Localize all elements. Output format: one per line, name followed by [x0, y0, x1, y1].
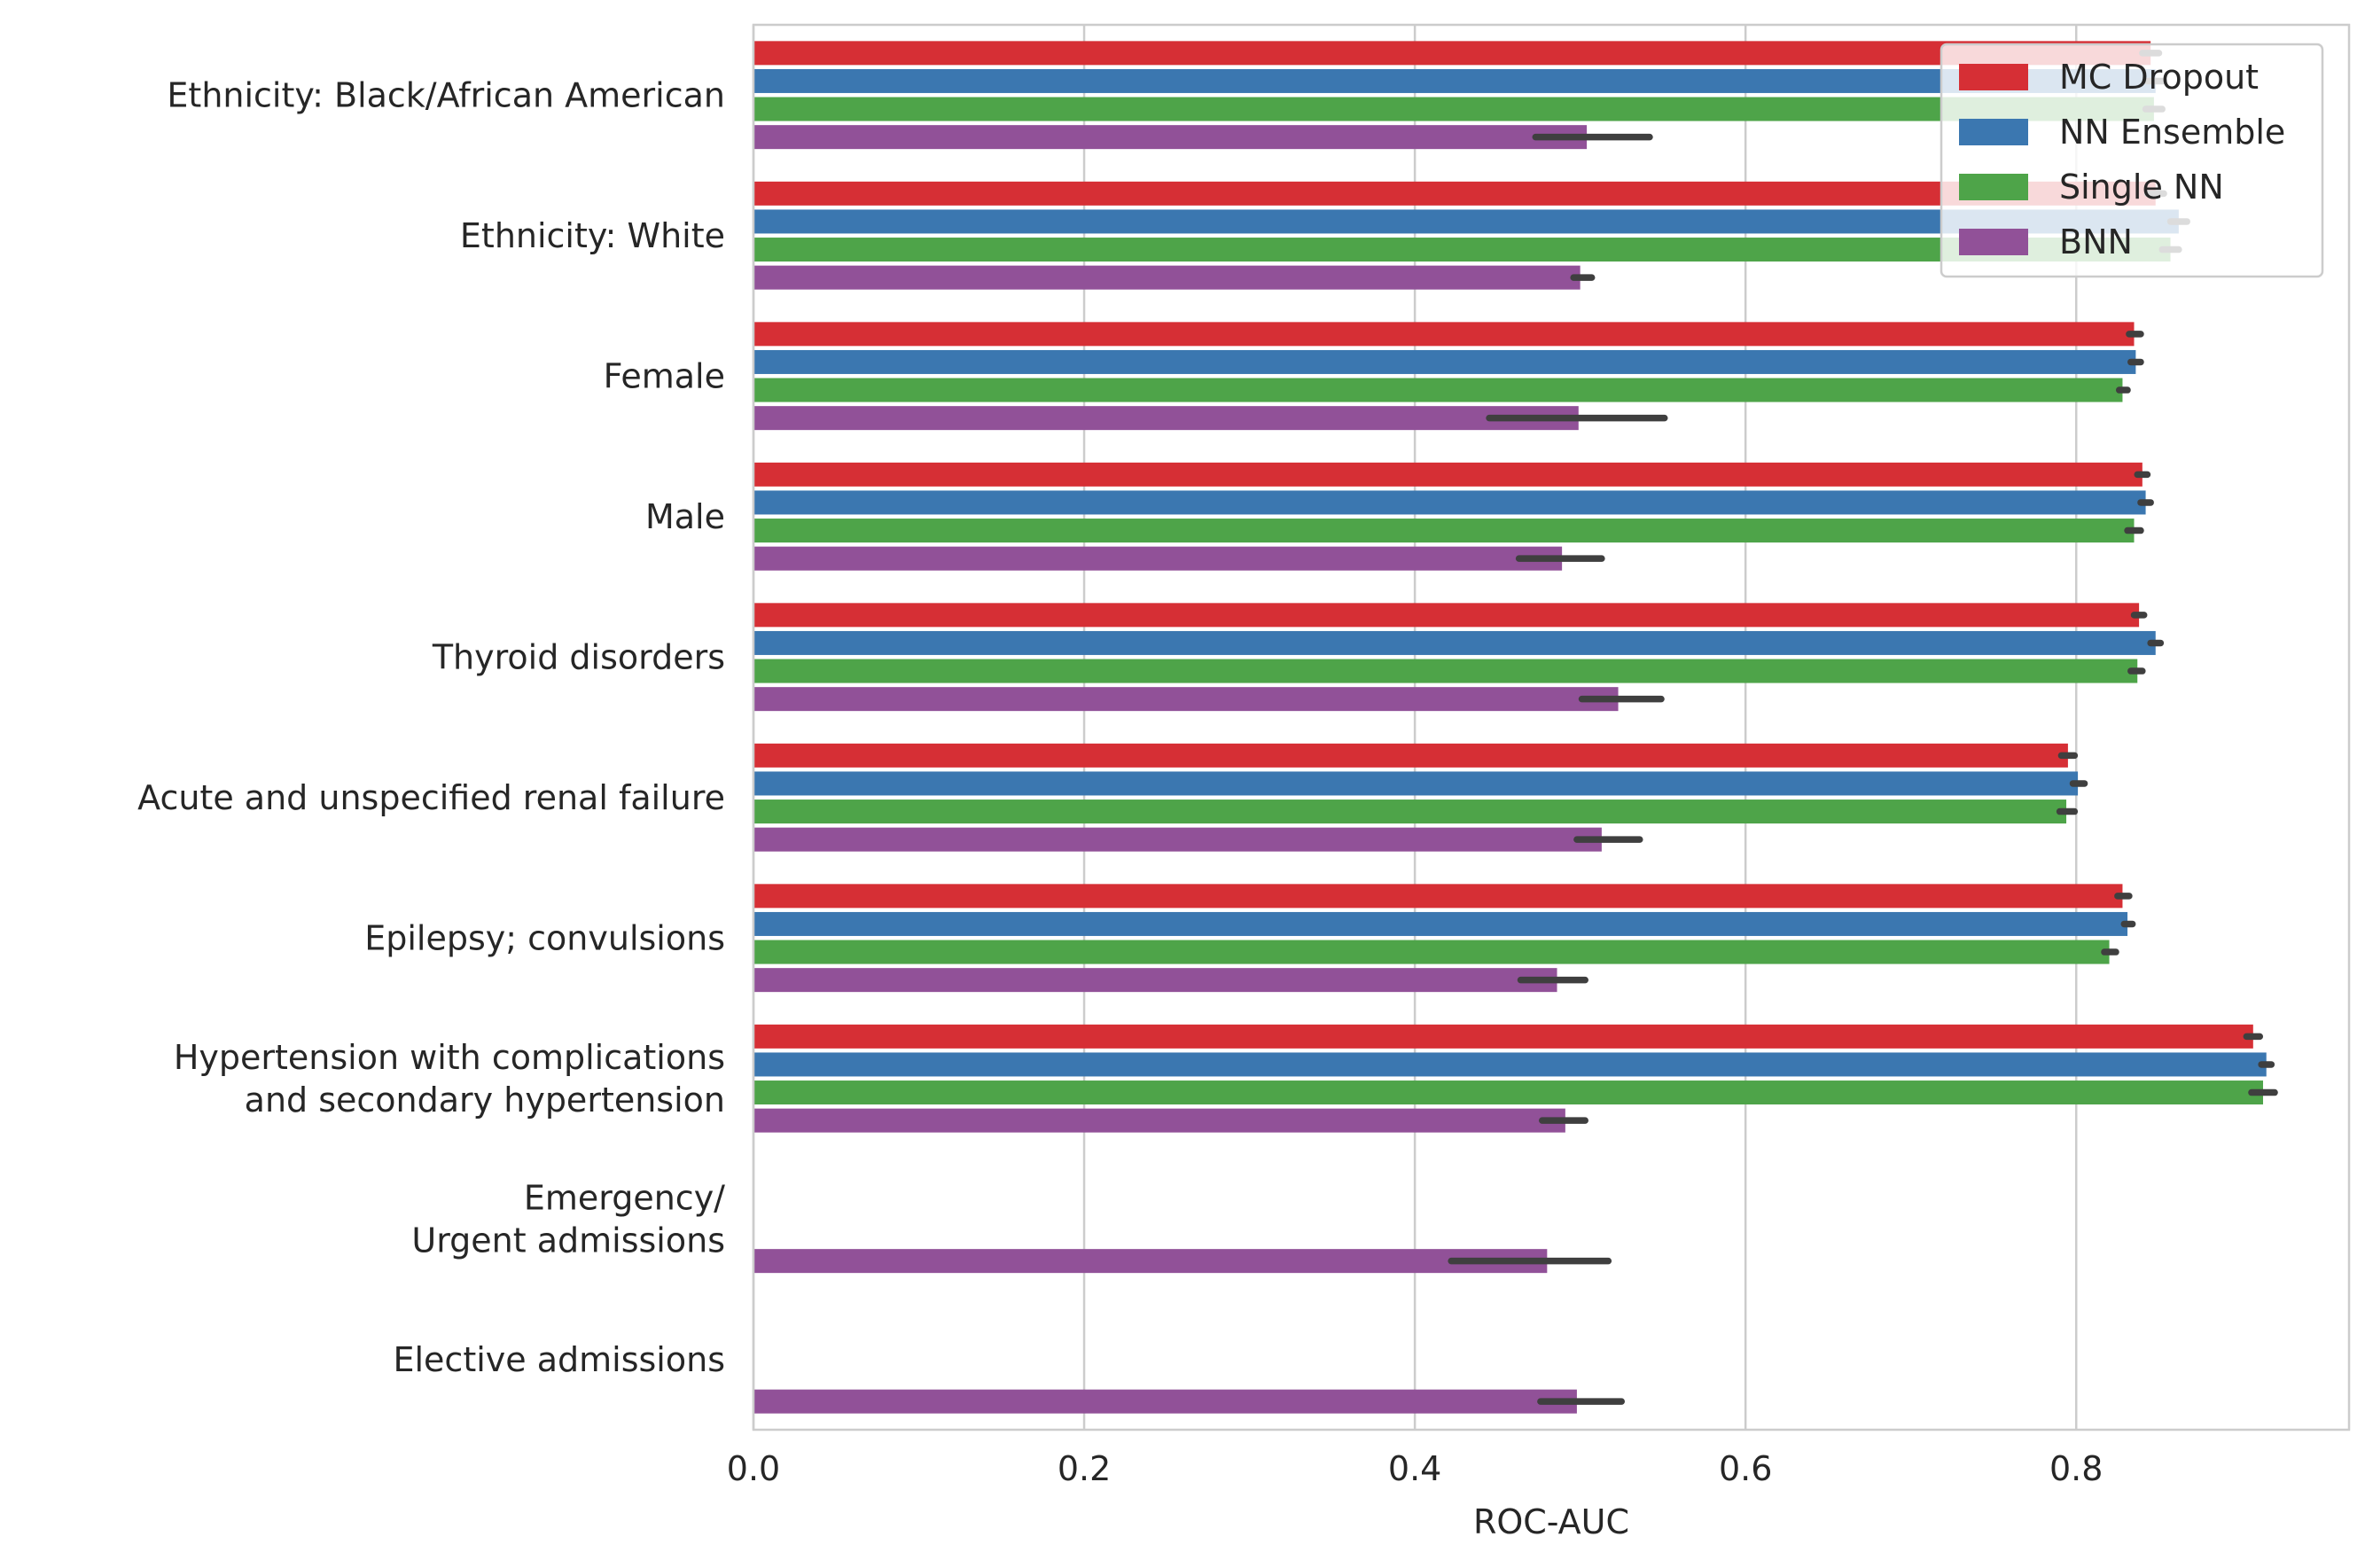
bar [753, 911, 2128, 936]
y-category-label: Emergency/ [524, 1178, 725, 1217]
bar [753, 827, 1602, 852]
legend-swatch [1959, 64, 2028, 90]
legend-label: BNN [2059, 222, 2133, 261]
bar [753, 349, 2136, 374]
x-tick-label: 0.6 [1719, 1449, 1772, 1488]
bar [753, 1108, 1565, 1133]
x-axis-title: ROC-AUC [1473, 1502, 1629, 1541]
bar [753, 743, 2068, 768]
bar [753, 406, 1579, 431]
bar [753, 800, 2067, 824]
y-category-label: Male [645, 497, 725, 536]
y-category-label: Urgent admissions [411, 1221, 725, 1260]
y-category-label: Ethnicity: Black/African American [167, 75, 725, 114]
bar [753, 462, 2143, 487]
y-category-label: and secondary hypertension [245, 1080, 725, 1119]
bar [753, 1052, 2267, 1077]
plot-frame [752, 23, 2351, 1431]
bar [753, 940, 2110, 964]
x-tick-label: 0.2 [1058, 1449, 1111, 1488]
bar [753, 378, 2123, 402]
legend: MC Dropout NN Ensemble Single NN BNN [1940, 43, 2324, 278]
bar [753, 1389, 1577, 1414]
bar [753, 125, 1588, 150]
legend-label: NN Ensemble [2059, 113, 2285, 152]
bar [753, 659, 2138, 683]
bar [753, 687, 1619, 712]
x-tick-label: 0.4 [1388, 1449, 1441, 1488]
y-category-label: Hypertension with complications [174, 1038, 725, 1077]
y-category-label: Female [604, 356, 725, 395]
bar [753, 490, 2146, 515]
bar [753, 519, 2135, 543]
bar [753, 771, 2079, 796]
bar [753, 265, 1581, 290]
bar [753, 322, 2135, 347]
bar [753, 97, 2154, 121]
legend-label: Single NN [2059, 168, 2224, 207]
bar [753, 1080, 2264, 1105]
y-category-label: Epilepsy; convulsions [364, 918, 725, 957]
legend-label: MC Dropout [2059, 58, 2259, 97]
legend-swatch [1959, 119, 2028, 145]
bar [753, 630, 2156, 655]
legend-swatch [1959, 229, 2028, 255]
grid-lines [752, 25, 2078, 1430]
bar [753, 181, 2156, 206]
x-tick-label: 0.0 [727, 1449, 780, 1488]
error-bars [1448, 50, 2278, 1405]
bar [753, 1024, 2253, 1049]
y-category-labels: Ethnicity: Black/African American Ethnici… [137, 75, 725, 1379]
x-ticks: 0.0 0.2 0.4 0.6 0.8 [727, 1449, 2104, 1488]
y-category-label: Elective admissions [393, 1340, 725, 1379]
y-category-label: Ethnicity: White [460, 216, 725, 255]
bar [753, 68, 2156, 93]
x-tick-label: 0.8 [2049, 1449, 2103, 1488]
legend-frame [1940, 43, 2324, 278]
bar [753, 884, 2123, 909]
legend-swatch [1959, 174, 2028, 200]
bar [753, 968, 1557, 993]
y-category-label: Thyroid disorders [432, 637, 725, 676]
bar [753, 603, 2140, 628]
bar [753, 546, 1563, 571]
bar [753, 238, 2171, 262]
y-category-label: Acute and unspecified renal failure [137, 778, 725, 817]
bar [753, 41, 2151, 66]
bar [753, 1249, 1548, 1274]
